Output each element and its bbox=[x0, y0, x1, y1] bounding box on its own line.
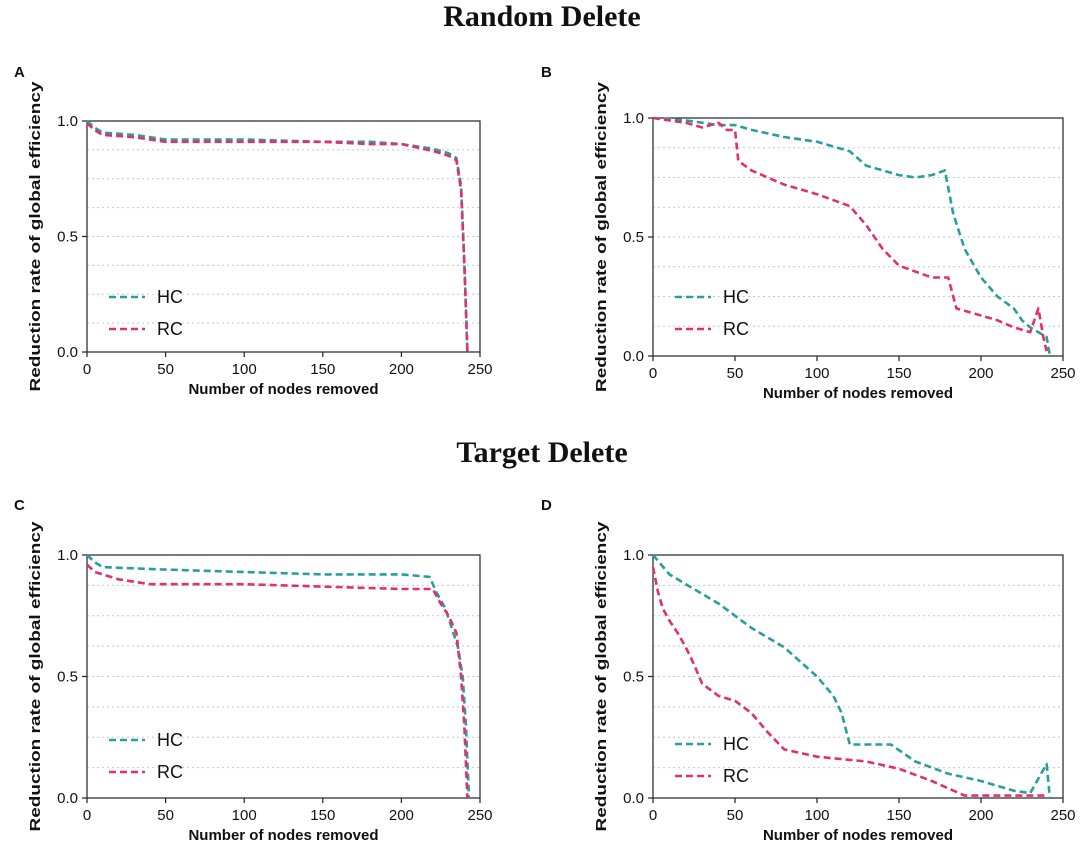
x-tick-label-a-100: 100 bbox=[232, 361, 257, 378]
section-title-random-delete: Random Delete bbox=[443, 0, 641, 33]
y-tick-label-c-1.0: 1.0 bbox=[57, 547, 78, 564]
x-tick-label-b-50: 50 bbox=[727, 365, 744, 382]
x-tick-label-d-200: 200 bbox=[968, 807, 993, 824]
y-tick-label-b-1.0: 1.0 bbox=[623, 110, 644, 127]
x-axis-label-a: Number of nodes removed bbox=[188, 381, 378, 398]
x-tick-label-a-150: 150 bbox=[310, 361, 335, 378]
panel-label-b: B bbox=[541, 64, 552, 81]
y-tick-label-d-0.0: 0.0 bbox=[623, 790, 644, 807]
y-tick-label-d-0.5: 0.5 bbox=[623, 669, 644, 686]
x-tick-label-c-100: 100 bbox=[232, 807, 257, 824]
y-tick-label-c-0.5: 0.5 bbox=[57, 669, 78, 686]
x-axis-label-b: Number of nodes removed bbox=[763, 385, 953, 402]
series-line-b-hc bbox=[652, 116, 1052, 357]
x-tick-label-c-50: 50 bbox=[157, 807, 174, 824]
y-tick-label-a-0.5: 0.5 bbox=[57, 229, 78, 246]
x-tick-label-b-150: 150 bbox=[886, 365, 911, 382]
x-axis-label-d: Number of nodes removed bbox=[763, 827, 953, 844]
x-tick-label-c-0: 0 bbox=[83, 807, 91, 824]
series-line-a-rc bbox=[86, 122, 469, 353]
series-line-d-rc bbox=[651, 566, 1047, 797]
y-axis-label-a: Reduction rate of global efficiency bbox=[27, 81, 44, 392]
y-axis-label-d: Reduction rate of global efficiency bbox=[593, 521, 610, 832]
x-tick-label-d-100: 100 bbox=[804, 807, 829, 824]
x-tick-label-c-250: 250 bbox=[467, 807, 492, 824]
panel-label-a: A bbox=[14, 64, 25, 81]
series-line-b-rc bbox=[652, 116, 1048, 352]
series-line-d-hc bbox=[652, 554, 1052, 799]
x-tick-label-d-150: 150 bbox=[886, 807, 911, 824]
y-tick-label-a-0.0: 0.0 bbox=[57, 344, 78, 361]
x-axis-label-c: Number of nodes removed bbox=[188, 827, 378, 844]
legend-label-a-hc: HC bbox=[157, 287, 183, 307]
x-tick-label-b-0: 0 bbox=[649, 365, 657, 382]
legend-label-d-hc: HC bbox=[723, 734, 749, 754]
series-line-a-hc bbox=[86, 120, 469, 353]
panel-label-d: D bbox=[541, 497, 552, 514]
x-tick-label-d-250: 250 bbox=[1050, 807, 1075, 824]
series-line-c-rc bbox=[86, 563, 469, 799]
y-tick-label-c-0.0: 0.0 bbox=[57, 790, 78, 807]
panel-label-c: C bbox=[14, 497, 25, 514]
x-tick-label-d-0: 0 bbox=[649, 807, 657, 824]
section-title-target-delete: Target Delete bbox=[456, 436, 628, 469]
legend-label-b-hc: HC bbox=[723, 287, 749, 307]
x-tick-label-b-100: 100 bbox=[804, 365, 829, 382]
x-tick-label-a-250: 250 bbox=[467, 361, 492, 378]
legend-label-b-rc: RC bbox=[723, 319, 749, 339]
y-tick-label-b-0.0: 0.0 bbox=[623, 348, 644, 365]
x-tick-label-c-150: 150 bbox=[310, 807, 335, 824]
y-tick-label-d-1.0: 1.0 bbox=[623, 547, 644, 564]
y-axis-label-c: Reduction rate of global efficiency bbox=[27, 521, 44, 832]
legend-label-a-rc: RC bbox=[157, 319, 183, 339]
y-tick-label-b-0.5: 0.5 bbox=[623, 229, 644, 246]
x-tick-label-d-50: 50 bbox=[727, 807, 744, 824]
x-tick-label-c-200: 200 bbox=[389, 807, 414, 824]
x-tick-label-b-250: 250 bbox=[1050, 365, 1075, 382]
x-tick-label-a-50: 50 bbox=[157, 361, 174, 378]
x-tick-label-a-0: 0 bbox=[83, 361, 91, 378]
x-tick-label-a-200: 200 bbox=[389, 361, 414, 378]
x-tick-label-b-200: 200 bbox=[968, 365, 993, 382]
legend-label-c-hc: HC bbox=[157, 730, 183, 750]
legend-label-d-rc: RC bbox=[723, 766, 749, 786]
legend-label-c-rc: RC bbox=[157, 762, 183, 782]
y-axis-label-b: Reduction rate of global efficiency bbox=[593, 81, 610, 392]
y-tick-label-a-1.0: 1.0 bbox=[57, 113, 78, 130]
